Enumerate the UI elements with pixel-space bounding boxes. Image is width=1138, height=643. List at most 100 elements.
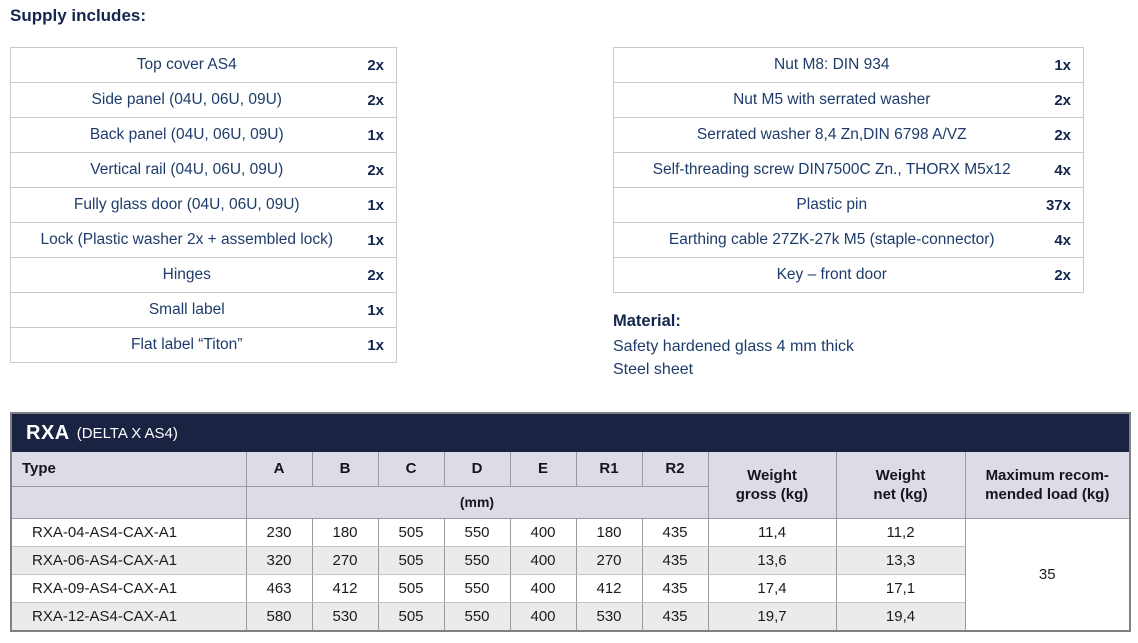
cell-type: RXA-09-AS4-CAX-A1 bbox=[12, 574, 246, 603]
cell-dim: 180 bbox=[575, 518, 642, 547]
supply-item-label: Nut M8: DIN 934 bbox=[613, 47, 1046, 83]
cell-dim: 412 bbox=[311, 574, 378, 603]
cell-dim: 550 bbox=[443, 602, 510, 630]
spec-unit-row: (mm) bbox=[12, 486, 1129, 519]
col-header-c: C bbox=[377, 452, 444, 487]
cell-type: RXA-04-AS4-CAX-A1 bbox=[12, 518, 246, 547]
spec-table-title: RXA bbox=[26, 421, 70, 444]
supply-row: Hinges 2x bbox=[10, 257, 397, 293]
supply-item-label: Nut M5 with serrated washer bbox=[613, 82, 1046, 118]
cell-dim: 530 bbox=[575, 602, 642, 630]
cell-dim: 270 bbox=[311, 546, 378, 575]
supply-item-label: Small label bbox=[10, 292, 359, 328]
supply-item-label: Hinges bbox=[10, 257, 359, 293]
supply-item-qty: 2x bbox=[1045, 117, 1084, 153]
spec-data-row: RXA-12-AS4-CAX-A1 580 530 505 550 400 53… bbox=[12, 602, 1129, 630]
supply-row: Nut M5 with serrated washer 2x bbox=[613, 82, 1084, 118]
supply-table-left: Top cover AS4 2x Side panel (04U, 06U, 0… bbox=[10, 47, 397, 363]
spec-data-row: RXA-09-AS4-CAX-A1 463 412 505 550 400 41… bbox=[12, 574, 1129, 603]
supply-item-qty: 1x bbox=[358, 292, 397, 328]
spec-data-row: RXA-06-AS4-CAX-A1 320 270 505 550 400 27… bbox=[12, 546, 1129, 575]
cell-dim: 463 bbox=[245, 574, 312, 603]
cell-dim: 270 bbox=[575, 546, 642, 575]
supply-row: Fully glass door (04U, 06U, 09U) 1x bbox=[10, 187, 397, 223]
supply-row: Flat label “Titon” 1x bbox=[10, 327, 397, 363]
cell-dim: 505 bbox=[377, 574, 444, 603]
supply-row: Top cover AS4 2x bbox=[10, 47, 397, 83]
spec-table: Type A B C D E R1 R2 Weight gross (kg) W… bbox=[12, 452, 1129, 630]
supply-row: Serrated washer 8,4 Zn,DIN 6798 A/VZ 2x bbox=[613, 117, 1084, 153]
supply-item-label: Plastic pin bbox=[613, 187, 1046, 223]
cell-dim: 400 bbox=[509, 602, 576, 630]
col-header-e: E bbox=[509, 452, 576, 487]
supply-item-qty: 4x bbox=[1045, 222, 1084, 258]
supply-item-qty: 1x bbox=[358, 222, 397, 258]
supply-item-label: Vertical rail (04U, 06U, 09U) bbox=[10, 152, 359, 188]
supply-item-label: Fully glass door (04U, 06U, 09U) bbox=[10, 187, 359, 223]
col-header-weight-gross: Weight gross (kg) bbox=[707, 452, 836, 519]
cell-dim: 505 bbox=[377, 602, 444, 630]
supply-item-label: Back panel (04U, 06U, 09U) bbox=[10, 117, 359, 153]
supply-table-right: Nut M8: DIN 934 1x Nut M5 with serrated … bbox=[613, 47, 1084, 293]
cell-weight-net: 19,4 bbox=[835, 602, 965, 630]
supply-row: Small label 1x bbox=[10, 292, 397, 328]
cell-weight-gross: 11,4 bbox=[707, 518, 836, 547]
cell-weight-net: 13,3 bbox=[835, 546, 965, 575]
supply-item-label: Serrated washer 8,4 Zn,DIN 6798 A/VZ bbox=[613, 117, 1046, 153]
cell-dim: 320 bbox=[245, 546, 312, 575]
supply-item-label: Lock (Plastic washer 2x + assembled lock… bbox=[10, 222, 359, 258]
material-section: Material: Safety hardened glass 4 mm thi… bbox=[613, 312, 854, 381]
cell-weight-net: 17,1 bbox=[835, 574, 965, 603]
supply-item-qty: 2x bbox=[358, 152, 397, 188]
spec-table-container: RXA (DELTA X AS4) Type A B C D E R1 R2 W… bbox=[10, 412, 1131, 632]
cell-dim: 580 bbox=[245, 602, 312, 630]
cell-type: RXA-06-AS4-CAX-A1 bbox=[12, 546, 246, 575]
col-header-a: A bbox=[245, 452, 312, 487]
supply-item-qty: 4x bbox=[1045, 152, 1084, 188]
supply-item-label: Self-threading screw DIN7500C Zn., THORX… bbox=[613, 152, 1046, 188]
cell-weight-gross: 13,6 bbox=[707, 546, 836, 575]
material-line: Steel sheet bbox=[613, 361, 694, 378]
supply-item-label: Earthing cable 27ZK-27k M5 (staple-conne… bbox=[613, 222, 1046, 258]
col-header-d: D bbox=[443, 452, 510, 487]
supply-item-label: Side panel (04U, 06U, 09U) bbox=[10, 82, 359, 118]
cell-dim: 550 bbox=[443, 546, 510, 575]
supply-item-qty: 1x bbox=[1045, 47, 1084, 83]
col-header-type: Type bbox=[12, 452, 246, 487]
supply-item-qty: 2x bbox=[358, 257, 397, 293]
supply-row: Nut M8: DIN 934 1x bbox=[613, 47, 1084, 83]
cell-max-load: 35 bbox=[964, 518, 1129, 630]
supply-item-label: Key – front door bbox=[613, 257, 1046, 293]
supply-item-qty: 1x bbox=[358, 187, 397, 223]
cell-dim: 180 bbox=[311, 518, 378, 547]
cell-weight-net: 11,2 bbox=[835, 518, 965, 547]
col-header-r2: R2 bbox=[641, 452, 708, 487]
cell-dim: 400 bbox=[509, 574, 576, 603]
supply-item-qty: 2x bbox=[358, 47, 397, 83]
supply-item-qty: 1x bbox=[358, 327, 397, 363]
cell-dim: 412 bbox=[575, 574, 642, 603]
col-header-r1: R1 bbox=[575, 452, 642, 487]
cell-type: RXA-12-AS4-CAX-A1 bbox=[12, 602, 246, 630]
supply-item-label: Flat label “Titon” bbox=[10, 327, 359, 363]
material-heading: Material: bbox=[613, 312, 681, 330]
supply-item-qty: 2x bbox=[1045, 257, 1084, 293]
supply-item-label: Top cover AS4 bbox=[10, 47, 359, 83]
supply-row: Earthing cable 27ZK-27k M5 (staple-conne… bbox=[613, 222, 1084, 258]
cell-dim: 505 bbox=[377, 518, 444, 547]
cell-dim: 435 bbox=[641, 602, 708, 630]
cell-dim: 400 bbox=[509, 518, 576, 547]
cell-weight-gross: 19,7 bbox=[707, 602, 836, 630]
supply-row: Vertical rail (04U, 06U, 09U) 2x bbox=[10, 152, 397, 188]
unit-row-empty-cell bbox=[12, 486, 246, 519]
cell-weight-gross: 17,4 bbox=[707, 574, 836, 603]
col-header-max-load: Maximum recom- mended load (kg) bbox=[964, 452, 1129, 519]
unit-label: (mm) bbox=[245, 486, 708, 519]
page-title: Supply includes: bbox=[10, 6, 147, 25]
supply-row: Plastic pin 37x bbox=[613, 187, 1084, 223]
supply-row: Back panel (04U, 06U, 09U) 1x bbox=[10, 117, 397, 153]
cell-dim: 530 bbox=[311, 602, 378, 630]
col-header-weight-net: Weight net (kg) bbox=[835, 452, 965, 519]
cell-dim: 550 bbox=[443, 574, 510, 603]
supply-row: Lock (Plastic washer 2x + assembled lock… bbox=[10, 222, 397, 258]
